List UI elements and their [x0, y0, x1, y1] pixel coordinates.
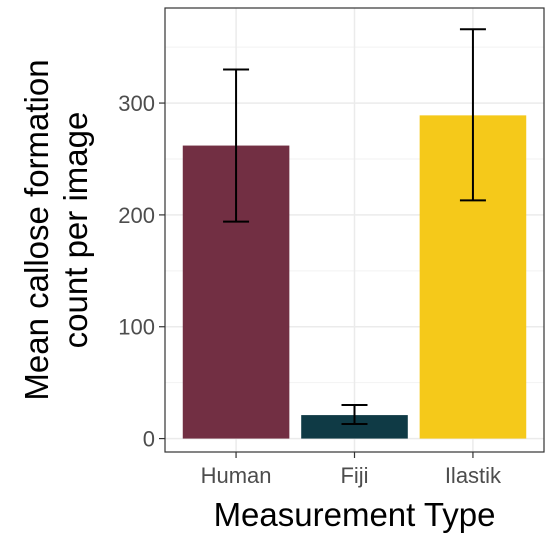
bar-fiji [301, 415, 408, 439]
y-axis-title-line-1: Mean callose formation [18, 59, 55, 400]
x-axis-title: Measurement Type [214, 496, 496, 533]
x-tick-label: Fiji [340, 463, 368, 488]
y-tick-label: 200 [118, 203, 155, 228]
error-bars [223, 28, 486, 426]
y-axis-title-line-2: count per image [57, 112, 94, 349]
x-axis-ticks: Human Fiji Ilastik [201, 452, 502, 488]
y-axis-title: Mean callose formation count per image [18, 59, 94, 400]
y-tick-label: 100 [118, 315, 155, 340]
x-tick-label: Human [201, 463, 272, 488]
y-tick-label: 300 [118, 91, 155, 116]
bars [182, 115, 527, 439]
y-axis-ticks: 0 100 200 300 [118, 91, 165, 452]
x-tick-label: Ilastik [445, 463, 502, 488]
y-tick-label: 0 [143, 427, 155, 452]
